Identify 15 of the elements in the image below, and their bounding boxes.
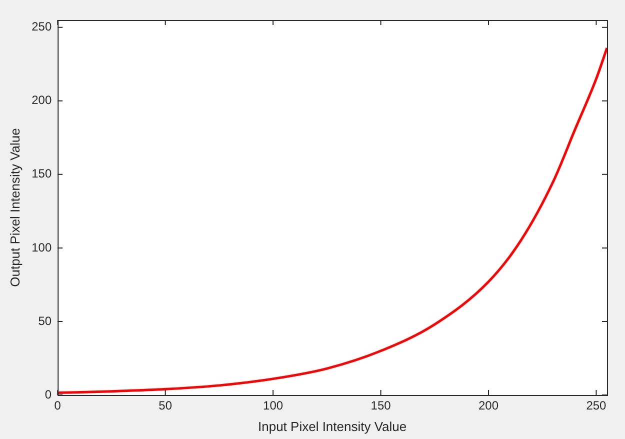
y-tick-label: 0 — [44, 387, 52, 402]
x-tick-label: 100 — [263, 398, 284, 413]
x-tick-label: 200 — [478, 398, 499, 413]
y-tick-label: 250 — [32, 20, 52, 34]
y-tick-label: 200 — [32, 93, 52, 108]
y-tick-label: 50 — [38, 314, 52, 328]
y-axis-title: Output Pixel Intensity Value — [7, 128, 22, 287]
y-tick-label: 150 — [32, 166, 52, 181]
y-tick-label: 100 — [32, 240, 52, 254]
x-tick-label: 250 — [586, 398, 607, 413]
x-tick-label: 50 — [158, 398, 172, 413]
x-axis-title: Input Pixel Intensity Value — [258, 418, 407, 434]
x-tick-label: 0 — [54, 398, 62, 413]
x-tick-label: 150 — [370, 398, 392, 413]
line-series — [58, 46, 607, 394]
